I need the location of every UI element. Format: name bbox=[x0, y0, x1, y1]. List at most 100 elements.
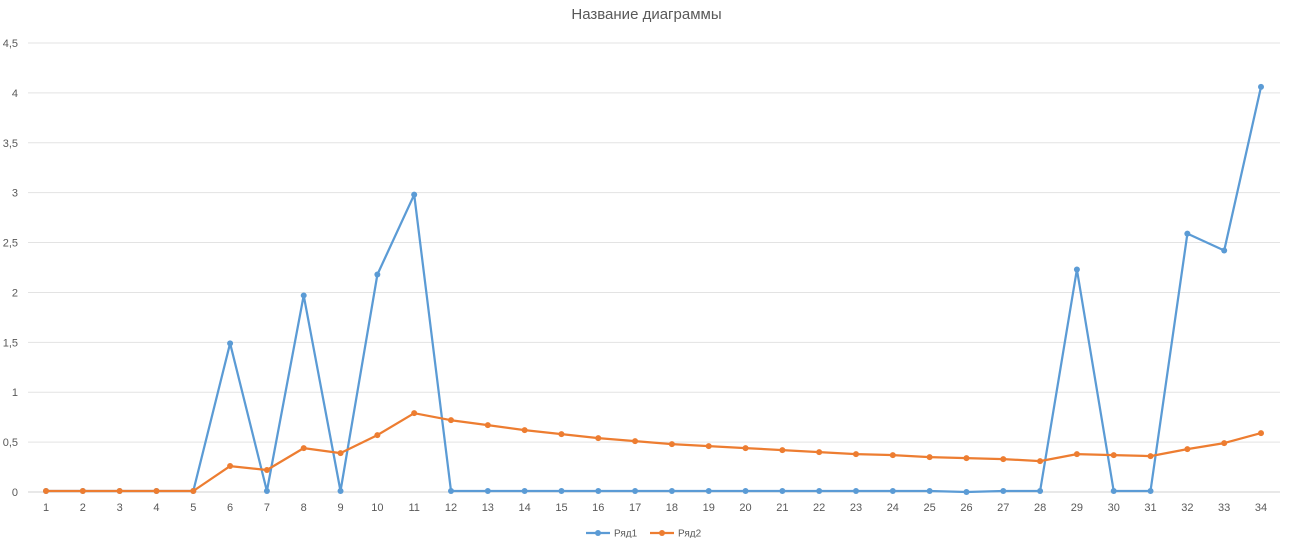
x-tick-label: 1 bbox=[43, 502, 49, 514]
data-point bbox=[1000, 456, 1007, 463]
y-tick-label: 1,5 bbox=[3, 337, 18, 349]
x-tick-label: 8 bbox=[301, 502, 307, 514]
data-point bbox=[668, 441, 675, 448]
data-point bbox=[853, 451, 859, 458]
data-point bbox=[374, 271, 381, 278]
data-point bbox=[263, 488, 270, 495]
data-point bbox=[484, 488, 491, 495]
legend-label: Ряд2 bbox=[678, 529, 702, 538]
x-axis-labels: 1 2 3 4 5 6 7 8 9 10 11 12 13 14 15 16 17 18 19 20 21 22 23 24 2… bbox=[43, 502, 1267, 514]
data-point bbox=[926, 454, 933, 461]
x-tick-label: 2 bbox=[80, 502, 86, 514]
x-tick-label: 26 bbox=[960, 502, 972, 514]
x-tick-label: 10 bbox=[371, 502, 383, 514]
data-point bbox=[816, 488, 823, 495]
data-point bbox=[448, 417, 454, 424]
data-point bbox=[595, 435, 602, 442]
y-tick-label: 0 bbox=[12, 487, 18, 499]
data-point bbox=[926, 488, 933, 495]
x-tick-label: 34 bbox=[1255, 502, 1267, 514]
data-point bbox=[558, 488, 565, 495]
data-point bbox=[1184, 230, 1191, 237]
x-tick-label: 18 bbox=[666, 502, 678, 514]
x-tick-label: 13 bbox=[482, 502, 494, 514]
x-tick-label: 31 bbox=[1144, 502, 1156, 514]
legend-swatch-marker bbox=[659, 530, 665, 536]
data-point bbox=[779, 447, 786, 454]
data-point bbox=[705, 488, 712, 495]
data-point bbox=[1110, 488, 1117, 495]
x-tick-label: 21 bbox=[776, 502, 788, 514]
x-tick-label: 30 bbox=[1108, 502, 1120, 514]
x-tick-label: 25 bbox=[924, 502, 936, 514]
x-tick-label: 32 bbox=[1181, 502, 1193, 514]
data-point bbox=[521, 427, 528, 434]
x-tick-label: 22 bbox=[813, 502, 825, 514]
data-point bbox=[521, 488, 528, 495]
data-point bbox=[263, 467, 270, 474]
data-point bbox=[816, 449, 823, 456]
y-tick-label: 3 bbox=[12, 188, 18, 200]
data-point bbox=[79, 488, 86, 495]
x-tick-label: 12 bbox=[445, 502, 457, 514]
data-point bbox=[742, 488, 749, 495]
data-point bbox=[1037, 488, 1044, 495]
gridlines bbox=[28, 42, 1280, 493]
data-point bbox=[963, 489, 970, 495]
x-tick-label: 5 bbox=[190, 502, 196, 514]
x-tick-label: 17 bbox=[629, 502, 641, 514]
data-point bbox=[632, 488, 639, 495]
data-point bbox=[1110, 452, 1117, 459]
data-point bbox=[374, 432, 381, 439]
data-point bbox=[1147, 488, 1154, 495]
data-point bbox=[411, 191, 418, 198]
y-tick-label: 1 bbox=[12, 387, 18, 399]
data-point bbox=[853, 488, 859, 495]
y-tick-label: 2 bbox=[12, 287, 18, 299]
data-point bbox=[227, 463, 234, 470]
x-tick-label: 4 bbox=[153, 502, 159, 514]
y-tick-label: 4 bbox=[12, 88, 18, 100]
data-point bbox=[963, 455, 970, 462]
x-tick-label: 20 bbox=[739, 502, 751, 514]
data-point bbox=[1258, 430, 1264, 437]
data-point bbox=[1073, 451, 1080, 458]
data-point bbox=[116, 488, 123, 495]
data-point bbox=[1184, 446, 1191, 453]
data-point bbox=[1147, 453, 1154, 460]
x-tick-label: 3 bbox=[117, 502, 123, 514]
data-point bbox=[632, 438, 639, 445]
data-point bbox=[1258, 83, 1264, 90]
data-point bbox=[337, 488, 344, 495]
data-point bbox=[1037, 458, 1044, 465]
data-point bbox=[889, 452, 896, 459]
x-tick-label: 6 bbox=[227, 502, 233, 514]
data-point bbox=[742, 445, 749, 452]
x-tick-label: 11 bbox=[408, 502, 419, 514]
data-point bbox=[300, 445, 307, 452]
y-tick-label: 3,5 bbox=[3, 138, 18, 150]
data-point bbox=[1073, 266, 1080, 273]
x-tick-label: 24 bbox=[887, 502, 899, 514]
data-point bbox=[448, 488, 454, 495]
data-point bbox=[595, 488, 602, 495]
y-tick-label: 4,5 bbox=[3, 38, 18, 50]
data-point bbox=[1000, 488, 1007, 495]
data-point bbox=[705, 443, 712, 450]
series-line-1 bbox=[46, 86, 1263, 494]
series-lines bbox=[43, 83, 1264, 495]
legend-swatch-marker bbox=[595, 530, 601, 536]
data-point bbox=[190, 488, 197, 495]
legend-label: Ряд1 bbox=[614, 529, 638, 538]
data-point bbox=[411, 410, 418, 417]
x-tick-label: 14 bbox=[519, 502, 531, 514]
x-tick-label: 23 bbox=[850, 502, 862, 514]
x-tick-label: 33 bbox=[1218, 502, 1230, 514]
data-point bbox=[43, 488, 49, 495]
data-point bbox=[779, 488, 786, 495]
y-tick-label: 2,5 bbox=[3, 238, 18, 250]
x-tick-label: 29 bbox=[1071, 502, 1083, 514]
data-point bbox=[889, 488, 896, 495]
legend: Ряд1 Ряд2 bbox=[586, 529, 702, 538]
